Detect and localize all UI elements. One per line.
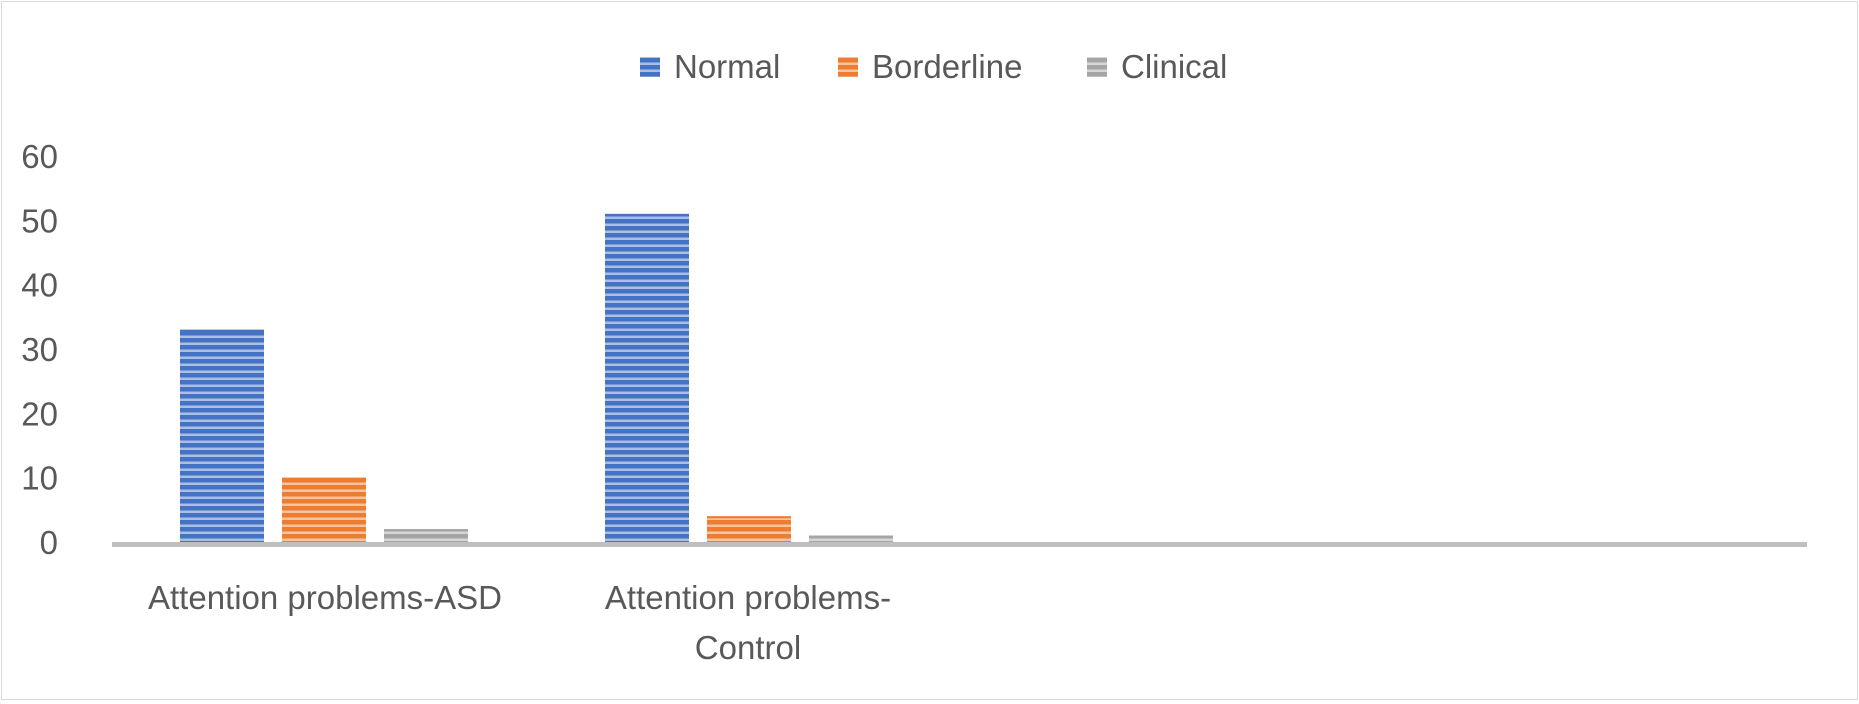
bar-borderline-2 [707,516,791,542]
bar-normal-2 [605,213,689,542]
y-tick-label: 10 [21,460,58,497]
legend-label: Clinical [1121,48,1227,85]
bar-normal-1 [180,329,264,542]
legend-item-normal: Normal [640,48,780,85]
y-tick-label: 30 [21,331,58,368]
y-tick-label: 60 [21,138,58,175]
bar-top-edge [384,529,468,532]
y-tick-label: 40 [21,267,58,304]
y-tick-label: 20 [21,395,58,432]
y-tick-label: 50 [21,202,58,239]
bar-top-edge [707,516,791,519]
legend-label: Borderline [872,48,1022,85]
bar-top-edge [180,329,264,332]
x-axis: Attention problems-ASD Attention problems… [112,542,1807,666]
bar-top-edge [809,535,893,538]
legend-swatch [1087,57,1107,77]
bar-borderline-1 [282,477,366,542]
legend-item-borderline: Borderline [838,48,1022,85]
bar-top-edge [605,213,689,216]
x-axis-line [112,542,1807,547]
legend-swatch [640,57,660,77]
bar-top-edge [282,477,366,480]
legend-item-clinical: Clinical [1087,48,1227,85]
legend: Normal Borderline Clinical [640,48,1227,85]
x-category-label: Attention problems-Control [605,579,891,666]
legend-swatch [838,57,858,77]
legend-label: Normal [674,48,780,85]
y-tick-label: 0 [40,524,58,561]
x-category-label: Attention problems-ASD [148,579,502,616]
y-axis: 0 10 20 30 40 50 60 [21,138,58,561]
bar-clinical-2 [809,535,893,542]
bars [180,213,893,542]
bar-clinical-1 [384,529,468,542]
